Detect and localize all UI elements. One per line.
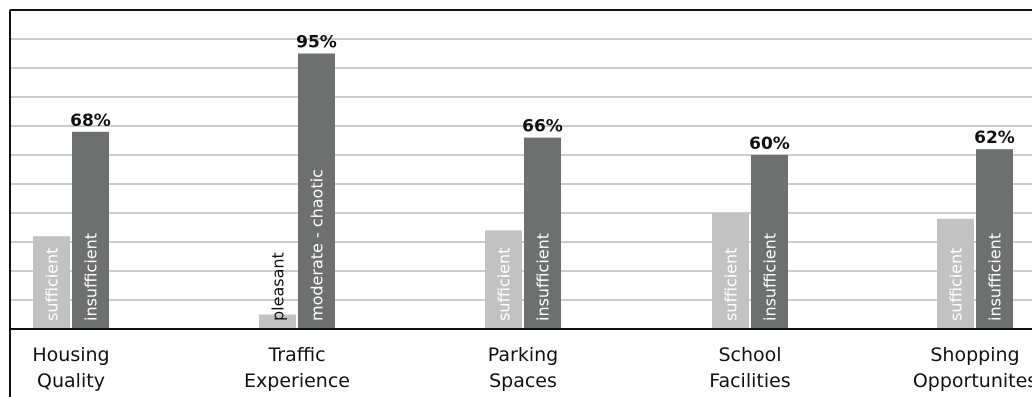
bar-inner-label: insufficient xyxy=(534,233,553,321)
bar xyxy=(298,53,335,329)
category-label: Parking Spaces xyxy=(488,344,558,392)
bar-inner-label: sufficient xyxy=(43,248,62,321)
bar-group: pleasant moderate - chaotic 95% xyxy=(259,33,337,329)
bar-group: sufficient insufficient 62% xyxy=(937,128,1015,329)
bar-inner-label: insufficient xyxy=(82,233,101,321)
bar xyxy=(751,155,788,329)
bar-inner-label: pleasant xyxy=(269,252,288,321)
category-label: Housing Quality xyxy=(32,344,109,392)
bar xyxy=(33,236,70,329)
bar-group: sufficient insufficient 66% xyxy=(485,117,563,329)
bar-group: sufficient insufficient 60% xyxy=(712,134,790,329)
bar-inner-label: moderate - chaotic xyxy=(308,169,327,321)
bar-inner-label: sufficient xyxy=(722,248,741,321)
bars: sufficient insufficient 68% pleasant moderat… xyxy=(33,33,1015,329)
data-label: 95% xyxy=(296,33,337,53)
bar xyxy=(976,149,1013,329)
category-label: School Facilities xyxy=(709,344,790,392)
bar xyxy=(712,213,749,329)
bar-inner-label: insufficient xyxy=(986,233,1005,321)
bar xyxy=(485,230,522,329)
category-labels: Housing Quality Traffic Experience Parking Sp… xyxy=(32,344,1032,392)
category-label: Traffic Experience xyxy=(244,344,350,392)
bar xyxy=(259,314,296,329)
bar xyxy=(524,137,561,329)
bar-inner-label: sufficient xyxy=(495,248,514,321)
category-label: Shopping Opportunites xyxy=(913,344,1032,392)
gridlines xyxy=(10,38,1032,301)
data-label: 62% xyxy=(974,128,1015,148)
data-label: 66% xyxy=(522,117,563,137)
bar-inner-label: sufficient xyxy=(947,248,966,321)
data-label: 68% xyxy=(70,111,111,131)
data-label: 60% xyxy=(749,134,790,154)
bar-inner-label: insufficient xyxy=(761,233,780,321)
bar xyxy=(72,131,109,329)
bar xyxy=(937,218,974,329)
bar-group: sufficient insufficient 68% xyxy=(33,111,111,329)
